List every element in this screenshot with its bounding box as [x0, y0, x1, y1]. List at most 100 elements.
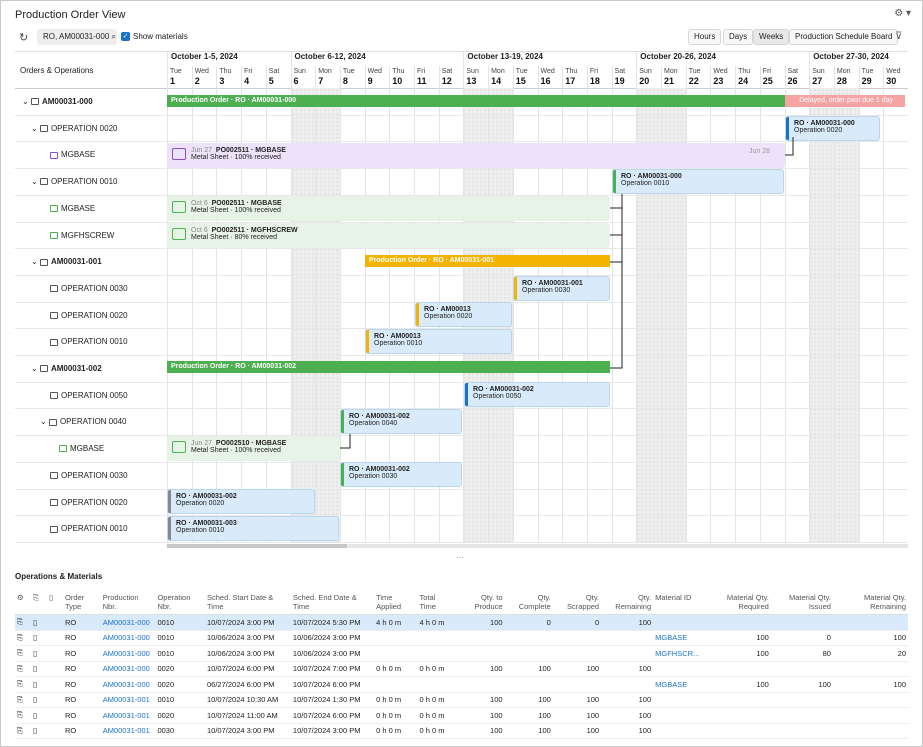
- chevron-down-icon[interactable]: ⌄: [31, 177, 38, 187]
- doc-icon[interactable]: ▯: [31, 676, 47, 693]
- operation-card[interactable]: RO · AM00031-002 Operation 0030: [340, 462, 462, 487]
- production-order-bar[interactable]: Production Order · RO · AM00031-000: [167, 95, 785, 107]
- row-operation-0010[interactable]: ⌄ OPERATION 0010: [31, 177, 117, 186]
- resize-handle[interactable]: ⋯: [456, 553, 464, 562]
- row-operation-0030[interactable]: OPERATION 0030: [50, 471, 128, 480]
- attach-icon[interactable]: ⎘: [15, 723, 31, 739]
- row-operation-0040[interactable]: ⌄ OPERATION 0040: [40, 417, 126, 426]
- table-row[interactable]: ⎘ ▯ RO AM00031-000 0010 10/07/2024 3:00 PM 10/…: [15, 614, 908, 631]
- attach-icon[interactable]: ⎘: [15, 661, 31, 677]
- column-header[interactable]: Qty. Complete: [504, 590, 553, 615]
- row-mgbase[interactable]: MGBASE: [50, 150, 95, 159]
- column-header[interactable]: Order Type: [63, 590, 101, 615]
- production-nbr-link[interactable]: AM00031-001: [102, 710, 150, 720]
- settings-icon[interactable]: ⚙: [17, 593, 24, 602]
- filter-icon[interactable]: ⊽: [895, 31, 903, 42]
- attach-icon[interactable]: ⎘: [15, 676, 31, 693]
- table-row[interactable]: ⎘ ▯ RO AM00031-001 0030 10/07/2024 3:00 PM 10/…: [15, 723, 908, 739]
- operation-card[interactable]: RO · AM00031-002 Operation 0050: [464, 382, 610, 407]
- gear-icon[interactable]: ⚙ ▾: [894, 8, 911, 19]
- operation-card[interactable]: RO · AM00031-000 Operation 0010: [612, 169, 784, 194]
- weeks-button[interactable]: Weeks: [753, 29, 790, 45]
- doc-icon[interactable]: ▯: [49, 593, 54, 602]
- operation-card[interactable]: RO · AM00031-002 Operation 0040: [340, 409, 462, 434]
- production-order-bar[interactable]: Production Order · RO · AM00031-002: [167, 361, 610, 373]
- row-operation-0010[interactable]: OPERATION 0010: [50, 524, 128, 533]
- production-nbr-link[interactable]: AM00031-000: [102, 679, 150, 689]
- attach-icon[interactable]: ⎘: [33, 593, 39, 602]
- doc-icon[interactable]: ▯: [31, 707, 47, 724]
- days-button[interactable]: Days: [723, 29, 754, 45]
- chevron-down-icon[interactable]: ⌄: [22, 97, 29, 106]
- column-header[interactable]: Sched. Start Date & Time: [205, 590, 291, 615]
- row-am00031-001[interactable]: ⌄ AM00031-001: [31, 257, 102, 266]
- attach-icon[interactable]: ⎘: [15, 692, 31, 708]
- attach-icon[interactable]: ⎘: [15, 707, 31, 724]
- column-header[interactable]: Production Nbr.: [100, 590, 156, 615]
- production-nbr-link[interactable]: AM00031-001: [102, 726, 150, 736]
- production-nbr-link[interactable]: AM00031-000: [102, 617, 150, 627]
- column-header[interactable]: Material Qty. Remaining: [832, 590, 908, 615]
- doc-icon[interactable]: ▯: [31, 645, 47, 662]
- production-nbr-link[interactable]: AM00031-001: [102, 695, 150, 705]
- operation-card[interactable]: RO · AM00031-000 Operation 0020: [785, 116, 880, 141]
- material-bar[interactable]: Jun 27 PO002510 · MGBASE Metal Sheet · 1…: [167, 436, 340, 461]
- material-bar[interactable]: Oct 6 PO002511 · MGFHSCREW Metal Sheet ·…: [167, 223, 610, 248]
- material-id-link[interactable]: MGBASE: [655, 679, 688, 689]
- doc-icon[interactable]: ▯: [31, 723, 47, 739]
- production-nbr-link[interactable]: AM00031-000: [102, 633, 150, 643]
- column-header[interactable]: Total Time: [417, 590, 454, 615]
- production-nbr-link[interactable]: AM00031-000: [102, 648, 150, 658]
- production-order-bar[interactable]: Production Order · RO · AM00031-001: [365, 255, 610, 267]
- row-operation-0020[interactable]: ⌄ OPERATION 0020: [31, 124, 117, 133]
- column-header[interactable]: Qty. to Produce: [453, 590, 505, 615]
- chevron-down-icon[interactable]: ⌄: [31, 257, 38, 267]
- row-mgbase[interactable]: MGBASE: [50, 204, 95, 213]
- table-row[interactable]: ⎘ ▯ RO AM00031-000 0020 06/27/2024 6:00 PM 10/…: [15, 676, 908, 693]
- operation-card[interactable]: RO · AM00031-003 Operation 0010: [167, 516, 339, 541]
- column-header[interactable]: Sched. End Date & Time: [290, 590, 375, 615]
- doc-icon[interactable]: ▯: [31, 661, 47, 677]
- table-row[interactable]: ⎘ ▯ RO AM00031-000 0010 10/06/2024 3:00 PM 10/…: [15, 630, 908, 646]
- hours-button[interactable]: Hours: [688, 29, 722, 45]
- column-header[interactable]: Time Applied: [374, 590, 418, 615]
- doc-icon[interactable]: ▯: [31, 614, 47, 631]
- row-am00031-002[interactable]: ⌄ AM00031-002: [31, 364, 102, 373]
- column-header[interactable]: Material ID: [653, 590, 702, 615]
- material-bar[interactable]: Oct 6 PO002511 · MGBASE Metal Sheet · 10…: [167, 196, 610, 221]
- production-schedule-board-button[interactable]: Production Schedule Board: [789, 29, 899, 45]
- show-materials-checkbox[interactable]: ✓: [121, 32, 130, 41]
- row-mgbase[interactable]: MGBASE: [59, 444, 104, 453]
- operation-card[interactable]: RO · AM00013 Operation 0010: [365, 329, 512, 354]
- column-header[interactable]: Material Qty. Required: [701, 590, 771, 615]
- table-row[interactable]: ⎘ ▯ RO AM00031-001 0020 10/07/2024 11:00 AM 10…: [15, 707, 908, 724]
- chevron-down-icon[interactable]: ⌄: [40, 417, 47, 427]
- row-operation-0010[interactable]: OPERATION 0010: [50, 337, 128, 346]
- chevron-down-icon[interactable]: ⌄: [31, 123, 38, 133]
- production-nbr-link[interactable]: AM00031-000: [102, 664, 150, 674]
- refresh-icon[interactable]: ↻: [19, 32, 29, 44]
- table-row[interactable]: ⎘ ▯ RO AM00031-001 0010 10/07/2024 10:30 AM 10…: [15, 692, 908, 708]
- column-header[interactable]: Material Qty. Issued: [770, 590, 833, 615]
- operation-card[interactable]: RO · AM00031-001 Operation 0030: [513, 276, 610, 301]
- column-header[interactable]: Qty. Scrapped: [552, 590, 602, 615]
- table-row[interactable]: ⎘ ▯ RO AM00031-000 0010 10/06/2024 3:00 PM 10/…: [15, 645, 908, 662]
- attach-icon[interactable]: ⎘: [15, 614, 31, 631]
- row-am00031-000[interactable]: ⌄ AM00031-000: [22, 97, 93, 106]
- doc-icon[interactable]: ▯: [31, 692, 47, 708]
- attach-icon[interactable]: ⎘: [15, 630, 31, 646]
- delayed-bar[interactable]: Delayed, order past due 1 day: [785, 95, 905, 107]
- row-operation-0030[interactable]: OPERATION 0030: [50, 284, 128, 293]
- row-operation-0020[interactable]: OPERATION 0020: [50, 498, 128, 507]
- material-id-link[interactable]: MGFHSCR...: [655, 648, 700, 658]
- row-operation-0050[interactable]: OPERATION 0050: [50, 391, 128, 400]
- row-operation-0020[interactable]: OPERATION 0020: [50, 311, 128, 320]
- chevron-down-icon[interactable]: ⌄: [31, 364, 38, 373]
- material-bar[interactable]: Jun 27 PO002511 · MGBASE Metal Sheet · 1…: [167, 143, 785, 168]
- material-id-link[interactable]: MGBASE: [655, 633, 688, 643]
- horizontal-scrollbar[interactable]: [167, 544, 908, 548]
- column-header[interactable]: Operation Nbr.: [155, 590, 205, 615]
- operation-card[interactable]: RO · AM00031-002 Operation 0020: [167, 489, 315, 514]
- row-mgfhscrew[interactable]: MGFHSCREW: [50, 231, 114, 240]
- doc-icon[interactable]: ▯: [31, 630, 47, 646]
